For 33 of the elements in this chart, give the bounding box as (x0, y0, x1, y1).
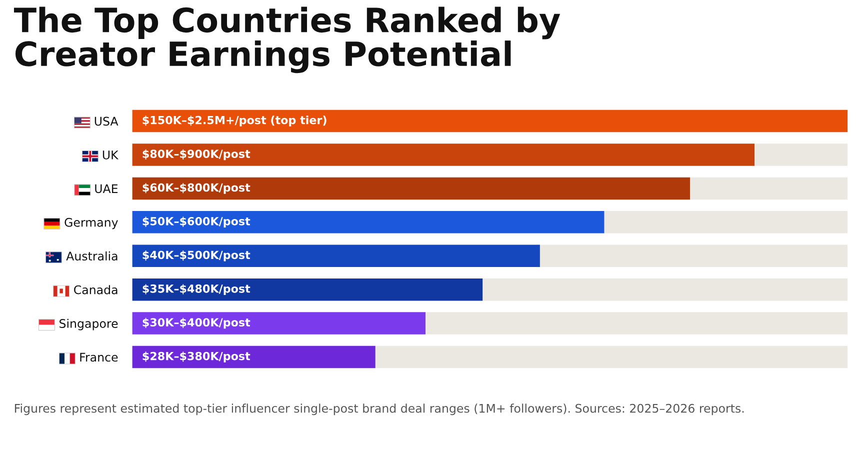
bar (132, 346, 376, 368)
bar (754, 144, 848, 166)
annotation: $60K–$800K/post (142, 183, 250, 194)
bar (482, 278, 848, 301)
y-tick-label: France (80, 352, 118, 362)
annotation: $40K–$500K/post (142, 250, 250, 262)
bar (132, 177, 690, 200)
annotation: $28K–$380K/post (142, 352, 250, 362)
y-tick-label: Australia (66, 251, 118, 261)
bar (132, 278, 483, 301)
y-tick-label: Germany (64, 218, 118, 230)
annotation: $150K–$2.5M+/post (top tier) (142, 116, 326, 126)
bar (375, 346, 848, 368)
annotation: $50K–$600K/post (142, 216, 250, 228)
y-tick-label: UK (102, 150, 119, 160)
bar (132, 110, 848, 132)
bar (132, 144, 755, 166)
bar (540, 244, 848, 268)
bar (690, 177, 848, 200)
annotation: $35K–$480K/post (142, 284, 250, 295)
bar (132, 244, 540, 268)
y-tick-label: Canada (74, 285, 118, 294)
bar (426, 312, 848, 334)
chart-title: The Top Countries Ranked by Creator Earnings Potential (14, 6, 560, 74)
bar (132, 211, 604, 234)
y-tick-label: USA (94, 116, 118, 126)
annotation: $80K–$900K/post (142, 149, 250, 160)
annotation: $30K–$400K/post (142, 318, 250, 329)
text: Figures represent estimated top-tier influencer single-post brand deal ranges (1M+ followers). Sources: 2025–2026 reports. (14, 404, 744, 416)
y-tick-label: Singapore (60, 318, 118, 330)
bar (132, 312, 426, 334)
bar (604, 211, 848, 234)
y-tick-label: UAE (95, 184, 118, 194)
